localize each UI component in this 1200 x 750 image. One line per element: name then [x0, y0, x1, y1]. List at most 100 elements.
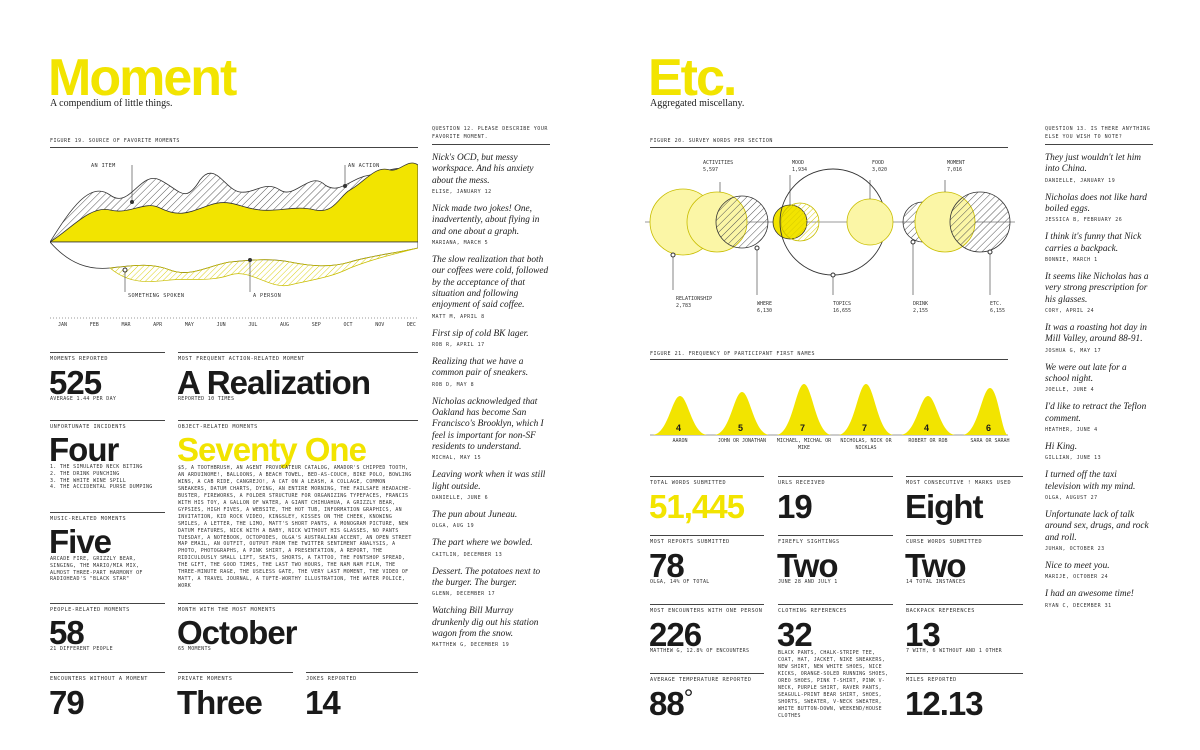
figure21-title: Figure 21. Frequency of participant firs… [650, 351, 815, 357]
bubble-label-etc: Etc. 6,155 [990, 301, 1006, 314]
quote-item: Nice to meet you. Marije, October 24 [1045, 560, 1110, 581]
name-label-nicholas: Nicholas, Nick or Nicklas [840, 438, 892, 451]
month-tick: SEP [311, 322, 321, 328]
quote-item: The pun about Juneau. Olga, Aug 19 [432, 509, 518, 530]
month-tick: FEB [89, 322, 99, 328]
quote-item: Hi King. Gillian, June 13 [1045, 441, 1102, 462]
object-moments-value: Seventy One [177, 431, 367, 468]
figure21-rule [650, 359, 1008, 360]
action-moment-label: Most frequent action-related moment [178, 352, 418, 362]
label-an-action: An action [348, 163, 380, 169]
encounters-value: 79 [49, 684, 85, 721]
month-tick: JUN [216, 322, 226, 328]
stream-person-layer [109, 247, 418, 287]
jokes-label: Jokes reported [306, 672, 418, 682]
figure19-rule [50, 147, 418, 148]
name-label-robert: Robert or Rob [908, 438, 948, 444]
figure19-title: Figure 19. Source of favorite moments [50, 138, 180, 144]
question12-title: Question 12. Please describe your favori… [432, 126, 550, 145]
name-hump-sara [962, 388, 1008, 435]
month-tick: DEC [406, 322, 416, 328]
page-subtitle-etc: Aggregated miscellany. [650, 98, 745, 109]
name-hump-john [714, 392, 770, 435]
urls-label: URLs received [778, 476, 893, 486]
quote-item: First sip of cold BK lager. Rob R, April … [432, 328, 529, 348]
name-hump-aaron [652, 396, 708, 435]
temperature-value: 88° [649, 685, 694, 722]
name-label-sara: Sara or Sarah [970, 438, 1010, 444]
encounters-label: Encounters without a moment [50, 672, 165, 682]
curse-label: Curse words submitted [906, 535, 1023, 545]
people-moments-note: 21 different people [50, 646, 113, 652]
unfortunate-label: Unfortunate incidents [50, 420, 165, 430]
month-tick: MAR [121, 322, 131, 328]
top-month-note: 65 moments [178, 646, 212, 652]
unfortunate-value: Four [49, 431, 119, 468]
clothing-note: Black pants, chalk-stripe tee, coat, hat… [778, 650, 889, 719]
quote-item: Leaving work when it was still light out… [432, 470, 546, 501]
name-count-michael: 7 [800, 423, 806, 433]
clothing-label: Clothing references [778, 604, 893, 614]
encounters-one-person-value: 226 [649, 616, 702, 653]
backpack-value: 13 [905, 616, 941, 653]
urls-value: 19 [777, 488, 813, 525]
encounters-one-person-note: Matthew G, 12.8% of encounters [650, 648, 750, 654]
jokes-value: 14 [305, 684, 341, 721]
quote-item: It was a roasting hot day in Mill Valley… [1045, 322, 1147, 354]
consecutive-value: Eight [905, 488, 983, 525]
consecutive-label: Most consecutive ! marks used [906, 476, 1023, 486]
bubble-label-mood: Mood 1,934 [792, 160, 808, 173]
quote-item: Nick made two jokes! One, inadvertently,… [432, 203, 540, 246]
figure20-rule [650, 147, 1008, 148]
backpack-note: 7 with, 6 without and 1 other [906, 648, 1002, 654]
moments-reported-label: Moments reported [50, 352, 165, 362]
question12-column: Question 12. Please describe your favori… [432, 126, 550, 657]
moments-reported-note: Average 1.44 per day [50, 396, 117, 402]
month-tick: AUG [280, 322, 290, 328]
month-tick: OCT [343, 322, 353, 328]
degree-symbol: ° [683, 685, 694, 712]
month-tick: NOV [375, 322, 385, 328]
quote-item: They just wouldn't let him into China. Da… [1045, 153, 1141, 184]
quote-item: We were out late for a school night. Joel… [1045, 362, 1127, 394]
question13-column: Question 13. Is there anything else you … [1045, 126, 1153, 618]
moments-reported-value: 525 [49, 364, 102, 401]
quote-item: Nicholas acknowledged that Oakland has b… [432, 396, 544, 462]
label-something-spoken: Something spoken [128, 293, 185, 299]
name-count-sara: 6 [986, 423, 992, 433]
list-item: 1. The simulated neck biting [50, 464, 143, 470]
month-tick: APR [153, 322, 163, 328]
quote-item: I had an awesome time! Ryan C, December 3… [1045, 589, 1134, 609]
page-title-etc: Etc. [648, 49, 737, 107]
name-hump-michael [776, 384, 832, 435]
moments-stream-chart [50, 162, 418, 319]
top-month-label: Month with the most moments [178, 603, 418, 613]
month-tick: JUL [248, 322, 258, 328]
quote-item: Dessert. The potatoes next to the burger… [432, 566, 541, 598]
stream-action-layer [50, 162, 418, 243]
quote-item: The slow realization that both our coffe… [432, 254, 549, 320]
curse-note: 14 total instances [906, 579, 966, 585]
most-reports-value: 78 [649, 547, 685, 584]
bubble-etc [949, 191, 1011, 253]
most-reports-label: Most reports submitted [650, 535, 764, 545]
name-count-robert: 4 [924, 423, 930, 433]
bubble-where [715, 195, 769, 249]
curse-value: Two [905, 547, 967, 584]
bubble-label-topics: Topics 16,655 [833, 301, 852, 314]
label-a-person: A person [253, 293, 282, 299]
month-tick: MAY [184, 322, 194, 328]
temperature-label: Average temperature reported [650, 673, 764, 683]
bubble-mood-hatch [780, 202, 820, 242]
clothing-value: 32 [777, 616, 813, 653]
firefly-value: Two [777, 547, 839, 584]
music-moments-value: Five [49, 523, 112, 560]
list-item: 4. The accidental purse dumping [50, 484, 153, 491]
label-an-item: An item [91, 163, 116, 169]
page-title-moment: Moment [48, 49, 237, 107]
private-moments-value: Three [177, 684, 263, 721]
miles-label: Miles reported [906, 673, 1023, 683]
private-moments-label: Private moments [178, 672, 293, 682]
music-moments-label: Music-related moments [50, 512, 165, 522]
top-month-value: October [177, 614, 298, 651]
